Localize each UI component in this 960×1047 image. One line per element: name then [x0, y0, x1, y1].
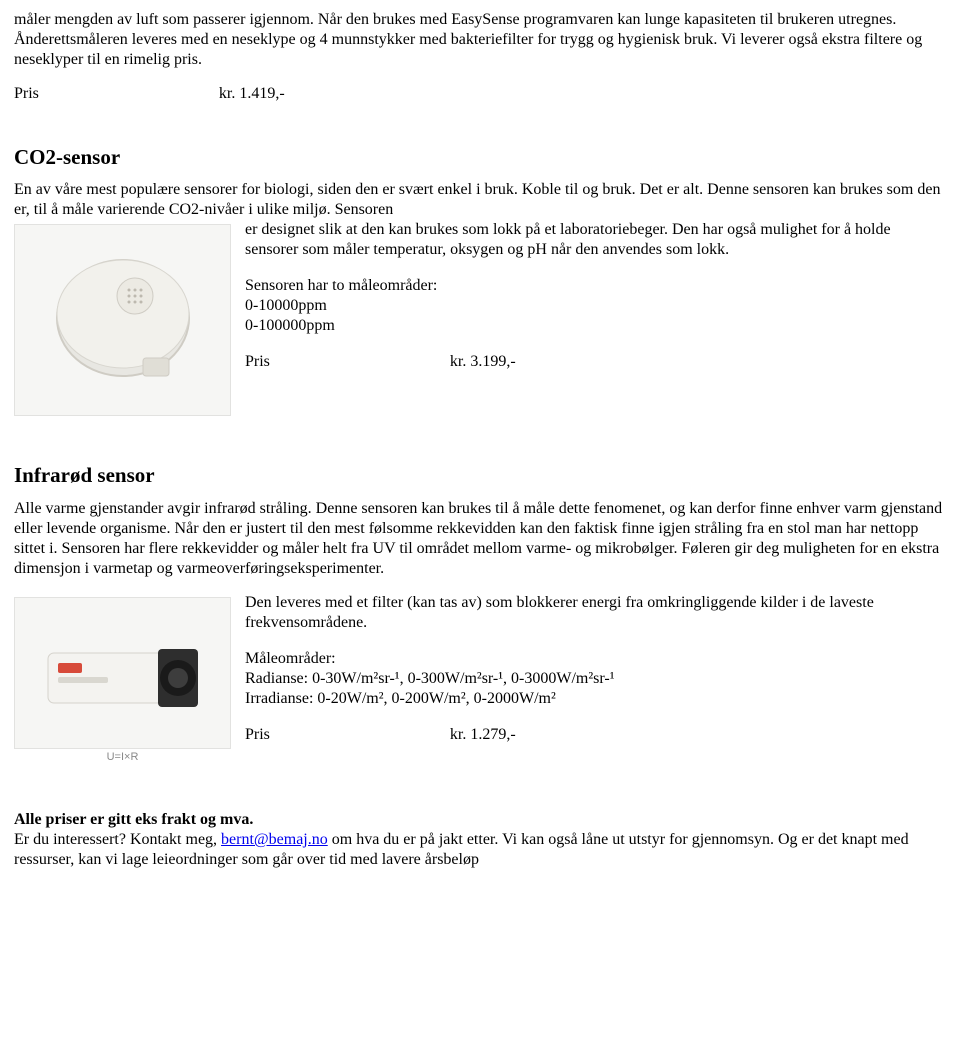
- co2-price-label: Pris: [245, 352, 270, 372]
- footer-email-link[interactable]: bernt@bemaj.no: [221, 831, 328, 848]
- co2-paragraph-top: En av våre mest populære sensorer for bi…: [14, 181, 940, 218]
- intro-price-row: Pris kr. 1.419,-: [14, 84, 946, 104]
- ir-section: Infrarød sensor Alle varme gjenstander a…: [14, 462, 946, 770]
- ir-price-value: kr. 1.279,-: [450, 725, 516, 745]
- intro-price-label: Pris: [14, 84, 39, 104]
- ir-price-label: Pris: [245, 725, 270, 745]
- co2-sensor-image: [14, 224, 231, 416]
- ir-image-container: U=I×R: [14, 597, 231, 765]
- co2-section: CO2-sensor En av våre mest populære sens…: [14, 144, 946, 422]
- co2-sensor-icon: [43, 250, 203, 390]
- ir-sensor-icon: [28, 613, 218, 733]
- footer-contact-line: Er du interessert? Kontakt meg, bernt@be…: [14, 830, 946, 870]
- co2-wrap-block: er designet slik at den kan brukes som l…: [14, 220, 946, 422]
- co2-price-value: kr. 3.199,-: [450, 352, 516, 372]
- footer-section: Alle priser er gitt eks frakt og mva. Er…: [14, 810, 946, 870]
- ir-heading: Infrarød sensor: [14, 462, 946, 488]
- ir-price-row: Pris kr. 1.279,-: [245, 725, 946, 745]
- co2-heading: CO2-sensor: [14, 144, 946, 170]
- intro-price-value: kr. 1.419,-: [219, 84, 285, 104]
- footer-line2-pre: Er du interessert? Kontakt meg,: [14, 831, 221, 848]
- co2-price-row: Pris kr. 3.199,-: [245, 352, 946, 372]
- footer-bold-line: Alle priser er gitt eks frakt og mva.: [14, 810, 946, 830]
- ir-image-caption: U=I×R: [14, 751, 231, 765]
- ir-paragraph-top: Alle varme gjenstander avgir infrarød st…: [14, 499, 946, 579]
- ir-sensor-image: [14, 597, 231, 749]
- ir-wrap-block: U=I×R Den leveres med et filter (kan tas…: [14, 593, 946, 771]
- intro-section: måler mengden av luft som passerer igjen…: [14, 10, 946, 104]
- intro-paragraph: måler mengden av luft som passerer igjen…: [14, 10, 946, 70]
